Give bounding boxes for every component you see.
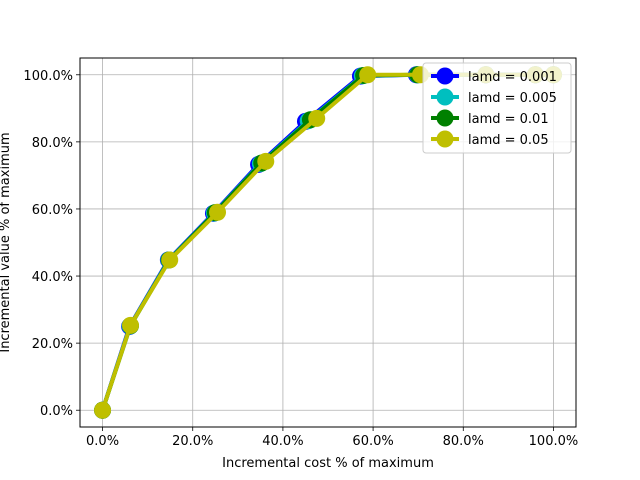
x-tick-label: 60.0% [352,434,393,449]
legend-item: lamd = 0.005 [431,88,557,106]
legend-marker [436,109,454,127]
y-tick-label: 100.0% [23,69,73,84]
y-tick-label: 80.0% [32,136,73,151]
legend-label: lamd = 0.01 [468,112,549,127]
data-point [257,152,275,170]
data-point [161,251,179,269]
legend-label: lamd = 0.001 [468,70,557,85]
data-point [308,109,326,127]
x-tick-label: 20.0% [172,434,213,449]
legend-label: lamd = 0.05 [468,133,549,148]
x-tick-label: 40.0% [262,434,303,449]
data-point [94,401,112,419]
legend-marker [436,67,454,85]
legend-item: lamd = 0.01 [431,109,549,127]
legend-marker [436,88,454,106]
legend-label: lamd = 0.005 [468,91,557,106]
x-tick-label: 80.0% [443,434,484,449]
data-point [209,203,227,221]
y-tick-label: 0.0% [40,404,73,419]
y-axis-label: Incremental value % of maximum [0,132,13,352]
y-tick-label: 60.0% [32,203,73,218]
x-axis-label: Incremental cost % of maximum [222,456,434,471]
x-tick-label: 100.0% [529,434,579,449]
ticks: 0.0% 20.0% 40.0% 60.0% 80.0% 100.0% 0.0% 20.0% 4… [23,69,578,449]
legend-item: lamd = 0.05 [431,130,549,148]
x-tick-label: 0.0% [86,434,119,449]
y-tick-label: 20.0% [32,337,73,352]
legend-box [422,62,572,154]
legend-item: lamd = 0.001 [431,67,557,85]
y-tick-label: 40.0% [32,270,73,285]
legend-marker [436,130,454,148]
legend: lamd = 0.001 lamd = 0.005 lamd = 0.01 lamd … [422,62,572,154]
plot-frame [79,57,577,428]
data-point [122,316,140,334]
data-point [359,66,377,84]
